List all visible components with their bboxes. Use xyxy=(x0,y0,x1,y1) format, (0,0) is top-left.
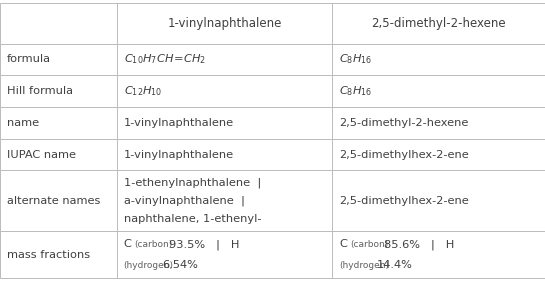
Text: mass fractions: mass fractions xyxy=(7,250,90,260)
Text: formula: formula xyxy=(7,55,51,64)
Text: 2,5-dimethylhex-2-ene: 2,5-dimethylhex-2-ene xyxy=(339,196,469,206)
Text: $C_{12}H_{10}$: $C_{12}H_{10}$ xyxy=(124,84,162,98)
Text: 85.6%   |   H: 85.6% | H xyxy=(384,239,455,250)
Text: alternate names: alternate names xyxy=(7,196,100,206)
Text: 14.4%: 14.4% xyxy=(377,260,413,270)
Text: 1-ethenylnaphthalene  |: 1-ethenylnaphthalene | xyxy=(124,177,261,188)
Text: $C_8H_{16}$: $C_8H_{16}$ xyxy=(339,84,372,98)
Text: 2,5-dimethyl-2-hexene: 2,5-dimethyl-2-hexene xyxy=(371,17,506,30)
Text: (carbon): (carbon) xyxy=(350,240,388,249)
Text: 1-vinylnaphthalene: 1-vinylnaphthalene xyxy=(168,17,282,30)
Text: name: name xyxy=(7,118,39,128)
Text: 2,5-dimethylhex-2-ene: 2,5-dimethylhex-2-ene xyxy=(339,149,469,160)
Text: $C_{10}H_7CH\!=\!CH_2$: $C_{10}H_7CH\!=\!CH_2$ xyxy=(124,53,205,66)
Text: C: C xyxy=(339,239,347,250)
Text: Hill formula: Hill formula xyxy=(7,86,72,96)
Text: 6.54%: 6.54% xyxy=(162,260,198,270)
Text: C: C xyxy=(124,239,131,250)
Text: IUPAC name: IUPAC name xyxy=(7,149,76,160)
Text: (carbon): (carbon) xyxy=(135,240,173,249)
Text: (hydrogen): (hydrogen) xyxy=(339,260,389,269)
Text: naphthalene, 1-ethenyl-: naphthalene, 1-ethenyl- xyxy=(124,214,261,224)
Text: a-vinylnaphthalene  |: a-vinylnaphthalene | xyxy=(124,196,245,206)
Text: $C_8H_{16}$: $C_8H_{16}$ xyxy=(339,53,372,66)
Text: 93.5%   |   H: 93.5% | H xyxy=(169,239,239,250)
Text: (hydrogen): (hydrogen) xyxy=(124,260,174,269)
Text: 2,5-dimethyl-2-hexene: 2,5-dimethyl-2-hexene xyxy=(339,118,468,128)
Text: 1-vinylnaphthalene: 1-vinylnaphthalene xyxy=(124,149,234,160)
Text: 1-vinylnaphthalene: 1-vinylnaphthalene xyxy=(124,118,234,128)
